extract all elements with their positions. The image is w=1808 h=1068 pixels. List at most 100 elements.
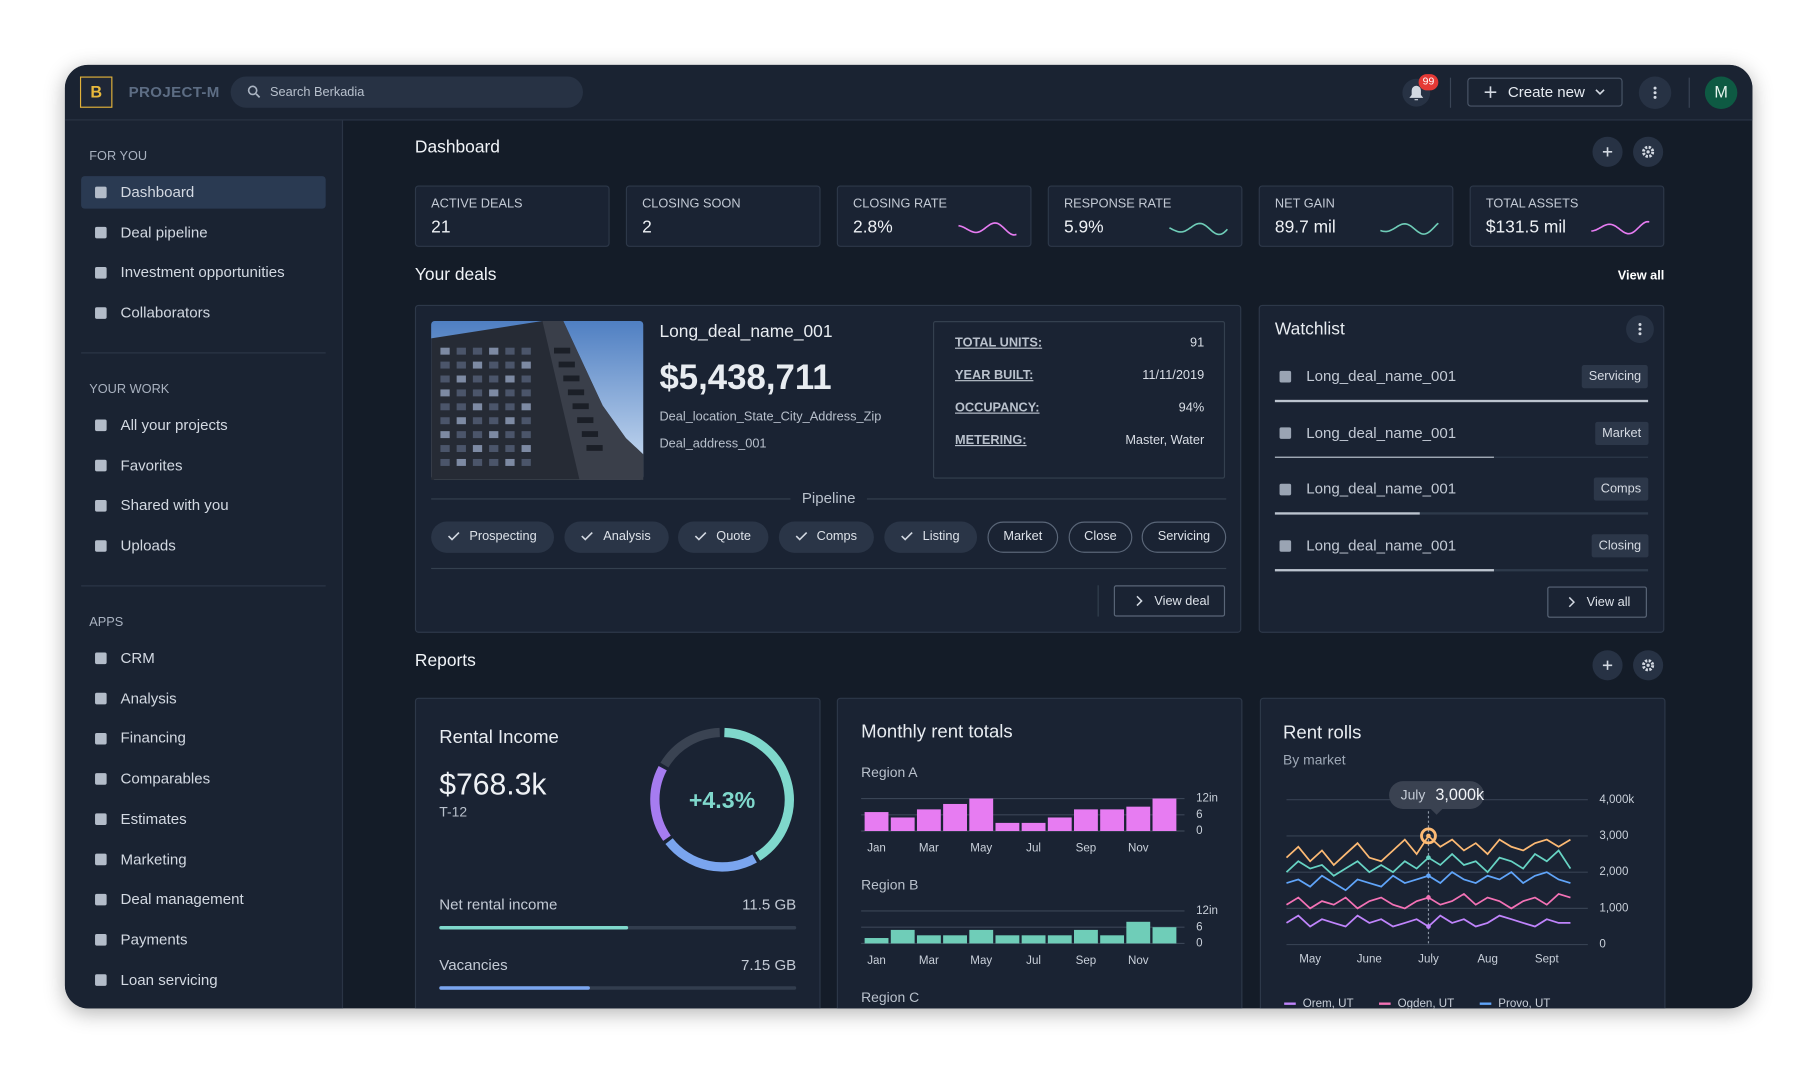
settings-button[interactable] bbox=[1633, 650, 1664, 681]
kpi-card bbox=[1469, 185, 1665, 247]
pipeline-rule bbox=[866, 498, 1227, 500]
watchlist-name[interactable]: Long_deal_name_001 bbox=[1306, 536, 1457, 554]
pipeline-stage[interactable] bbox=[884, 521, 978, 553]
region-label: Region A bbox=[861, 764, 918, 781]
kpi-value: $131.5 mil bbox=[1485, 217, 1567, 238]
sidebar-item[interactable]: Deal management bbox=[120, 890, 244, 908]
create-button-label: Create new bbox=[1507, 83, 1585, 101]
add-button[interactable] bbox=[1592, 136, 1623, 167]
pipeline-stage-label: Market bbox=[1003, 529, 1043, 544]
sidebar-divider bbox=[81, 352, 326, 354]
sidebar-item[interactable]: Uploads bbox=[120, 536, 176, 554]
watchlist-menu[interactable] bbox=[1626, 315, 1654, 344]
kpi-card bbox=[1258, 185, 1454, 247]
pipeline-stage-label: Servicing bbox=[1157, 529, 1211, 544]
kpi-label: ACTIVE DEALS bbox=[431, 196, 523, 211]
section-title: Dashboard bbox=[414, 137, 500, 158]
sidebar-item[interactable]: Marketing bbox=[120, 849, 187, 868]
sidebar-item[interactable]: CRM bbox=[120, 648, 155, 667]
settings-button[interactable] bbox=[1633, 136, 1664, 167]
pipeline-stage[interactable] bbox=[778, 521, 874, 553]
watchlist-progress bbox=[1274, 569, 1494, 571]
watchlist-tag: Market bbox=[1595, 421, 1649, 445]
kpi-value: 2.8% bbox=[853, 217, 893, 238]
deal-facts bbox=[932, 321, 1226, 479]
view-deal-label: View deal bbox=[1154, 593, 1210, 608]
pipeline-stage-label: Prospecting bbox=[469, 529, 537, 544]
rental-amount: $768.3k bbox=[439, 766, 547, 802]
watchlist-name[interactable]: Long_deal_name_001 bbox=[1306, 480, 1457, 498]
sidebar-item-active[interactable] bbox=[81, 176, 326, 209]
watchlist-view-all-label: View all bbox=[1586, 595, 1631, 610]
pipeline-stage[interactable] bbox=[1068, 521, 1133, 553]
divider bbox=[1688, 77, 1690, 108]
sidebar-item[interactable]: Shared with you bbox=[120, 496, 229, 514]
watchlist-progress bbox=[1274, 512, 1420, 515]
pipeline-stage[interactable] bbox=[1141, 521, 1227, 553]
kpi-card bbox=[836, 185, 1032, 247]
kpi-value: 5.9% bbox=[1063, 217, 1104, 238]
kpi-card bbox=[414, 185, 610, 247]
more-button[interactable] bbox=[1638, 76, 1672, 109]
watchlist-view-all[interactable] bbox=[1547, 586, 1647, 618]
metric-value: 11.5 GB bbox=[742, 895, 797, 914]
fact-value: Master, Water bbox=[1125, 433, 1205, 448]
watchlist-tag: Closing bbox=[1591, 534, 1649, 558]
kpi-value: 2 bbox=[642, 217, 652, 238]
pipeline-title: Pipeline bbox=[801, 488, 856, 507]
pipeline-stage-label: Listing bbox=[922, 529, 960, 544]
fact-value: 91 bbox=[1190, 336, 1205, 350]
search-box[interactable] bbox=[230, 76, 583, 108]
pipeline-stage-label: Close bbox=[1084, 529, 1117, 544]
metric-value: 7.15 GB bbox=[740, 956, 797, 974]
section-title: Your deals bbox=[414, 265, 497, 285]
watchlist-name[interactable]: Long_deal_name_001 bbox=[1306, 367, 1457, 385]
sidebar-item[interactable]: Financing bbox=[120, 729, 186, 747]
watchlist-track bbox=[1274, 512, 1649, 515]
sidebar-item[interactable]: Analysis bbox=[120, 689, 177, 707]
watchlist-progress bbox=[1274, 456, 1494, 459]
view-all-link[interactable]: View all bbox=[1617, 268, 1665, 283]
report-title: Rent rolls bbox=[1283, 723, 1362, 744]
notification-count: 99 bbox=[1422, 75, 1435, 87]
kpi-label: CLOSING RATE bbox=[853, 196, 948, 211]
watchlist-name[interactable]: Long_deal_name_001 bbox=[1306, 423, 1457, 442]
divider bbox=[1449, 77, 1452, 108]
rental-change: +4.3% bbox=[688, 788, 756, 814]
watchlist-tag: Servicing bbox=[1581, 365, 1649, 389]
pipeline-stage[interactable] bbox=[678, 521, 769, 553]
sidebar-item[interactable]: Estimates bbox=[120, 809, 187, 828]
metric-label: Net rental income bbox=[439, 895, 558, 914]
kpi-value: 21 bbox=[431, 217, 451, 238]
pipeline-rule bbox=[431, 498, 791, 500]
report-subtitle: By market bbox=[1283, 751, 1346, 768]
pipeline-stage[interactable] bbox=[987, 521, 1059, 553]
fact-label: OCCUPANCY: bbox=[955, 400, 1040, 415]
avatar[interactable] bbox=[1704, 76, 1738, 109]
sidebar-item[interactable]: Favorites bbox=[120, 456, 183, 474]
report-title: Monthly rent totals bbox=[861, 722, 1013, 742]
logo bbox=[79, 76, 113, 108]
divider bbox=[1097, 585, 1099, 617]
sidebar-item[interactable]: Investment opportunities bbox=[120, 263, 285, 281]
deal-address: Deal_address_001 bbox=[659, 436, 767, 451]
kpi-label: NET GAIN bbox=[1274, 196, 1335, 211]
fact-label: TOTAL UNITS: bbox=[955, 336, 1043, 350]
report-card bbox=[1259, 697, 1666, 1009]
watchlist-title: Watchlist bbox=[1274, 319, 1345, 340]
sidebar-item[interactable]: Comparables bbox=[120, 769, 211, 787]
add-button[interactable] bbox=[1592, 650, 1623, 681]
sidebar-item[interactable]: Deal pipeline bbox=[120, 223, 208, 241]
view-deal-button[interactable] bbox=[1113, 585, 1226, 617]
sidebar-item[interactable]: Loan servicing bbox=[120, 970, 218, 988]
watchlist-tag: Comps bbox=[1593, 477, 1649, 502]
sidebar-item[interactable]: Payments bbox=[120, 930, 188, 948]
sidebar-item[interactable]: Collaborators bbox=[120, 303, 211, 321]
sidebar-item[interactable]: Dashboard bbox=[120, 182, 195, 201]
sidebar-item[interactable]: All your projects bbox=[120, 415, 228, 434]
sidebar-section-title: FOR YOU bbox=[89, 149, 148, 164]
kpi-card bbox=[1047, 185, 1243, 247]
create-button[interactable] bbox=[1467, 77, 1623, 107]
app-name: PROJECT-M bbox=[128, 83, 220, 101]
